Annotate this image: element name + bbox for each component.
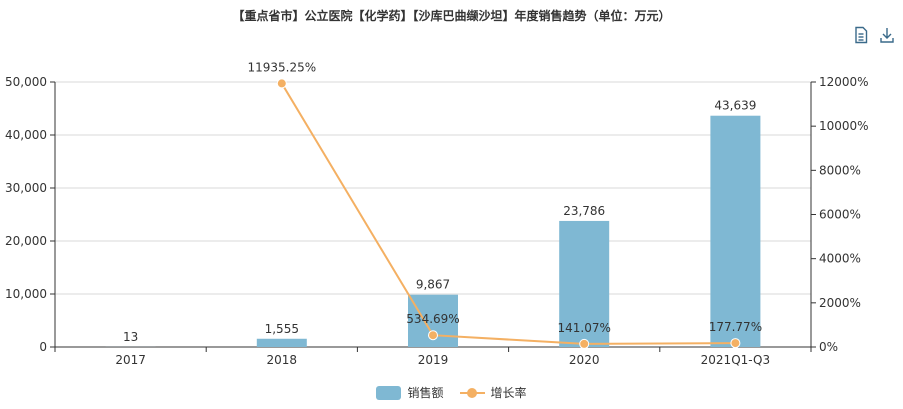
- y-right-tick-label: 8000%: [819, 163, 861, 177]
- x-tick-label: 2017: [115, 353, 146, 367]
- legend-line-swatch: [459, 386, 485, 400]
- bar-data-label: 23,786: [563, 204, 605, 218]
- y-left-tick-label: 0: [39, 340, 47, 354]
- data-view-icon[interactable]: [853, 26, 869, 44]
- bar-data-label: 1,555: [265, 322, 299, 336]
- legend-item-sales[interactable]: 销售额: [376, 384, 444, 401]
- y-left-tick-label: 20,000: [5, 234, 47, 248]
- y-left-tick-label: 40,000: [5, 128, 47, 142]
- legend-item-growth[interactable]: 增长率: [459, 384, 527, 401]
- y-right-tick-label: 4000%: [819, 252, 861, 266]
- bar-data-label: 13: [123, 330, 138, 344]
- y-right-tick-label: 2000%: [819, 296, 861, 310]
- growth-data-label: 141.07%: [558, 321, 611, 335]
- legend-label-sales: 销售额: [407, 386, 444, 400]
- chart-title: 【重点省市】公立医院【化学药】【沙库巴曲缬沙坦】年度销售趋势（单位：万元）: [232, 9, 671, 23]
- growth-data-label: 534.69%: [406, 312, 459, 326]
- y-left-tick-label: 50,000: [5, 75, 47, 89]
- growth-data-label: 11935.25%: [247, 60, 316, 74]
- growth-point: [276, 78, 287, 89]
- legend-label-growth: 增长率: [490, 386, 527, 400]
- x-tick-label: 2021Q1-Q3: [701, 353, 770, 367]
- y-left-tick-label: 10,000: [5, 287, 47, 301]
- bar-data-label: 9,867: [416, 278, 450, 292]
- growth-point: [428, 330, 438, 341]
- bar: [559, 220, 610, 347]
- growth-point: [730, 338, 741, 349]
- y-right-tick-label: 6000%: [819, 208, 861, 222]
- x-tick-label: 2019: [418, 353, 449, 367]
- x-tick-label: 2020: [569, 353, 600, 367]
- bar-data-label: 43,639: [714, 99, 756, 113]
- download-icon[interactable]: [879, 26, 895, 44]
- chart-toolbox: [853, 26, 895, 44]
- growth-point: [579, 338, 590, 349]
- y-left-tick-label: 30,000: [5, 181, 47, 195]
- y-right-tick-label: 0%: [819, 340, 838, 354]
- growth-line: [280, 82, 736, 345]
- y-right-tick-label: 12000%: [819, 75, 869, 89]
- y-right-tick-label: 10000%: [819, 119, 869, 133]
- x-tick-label: 2018: [267, 353, 298, 367]
- chart-legend: 销售额 增长率: [0, 384, 903, 401]
- growth-data-label: 177.77%: [709, 320, 762, 334]
- bar: [256, 338, 307, 347]
- legend-bar-swatch: [376, 385, 402, 400]
- bar: [710, 115, 761, 347]
